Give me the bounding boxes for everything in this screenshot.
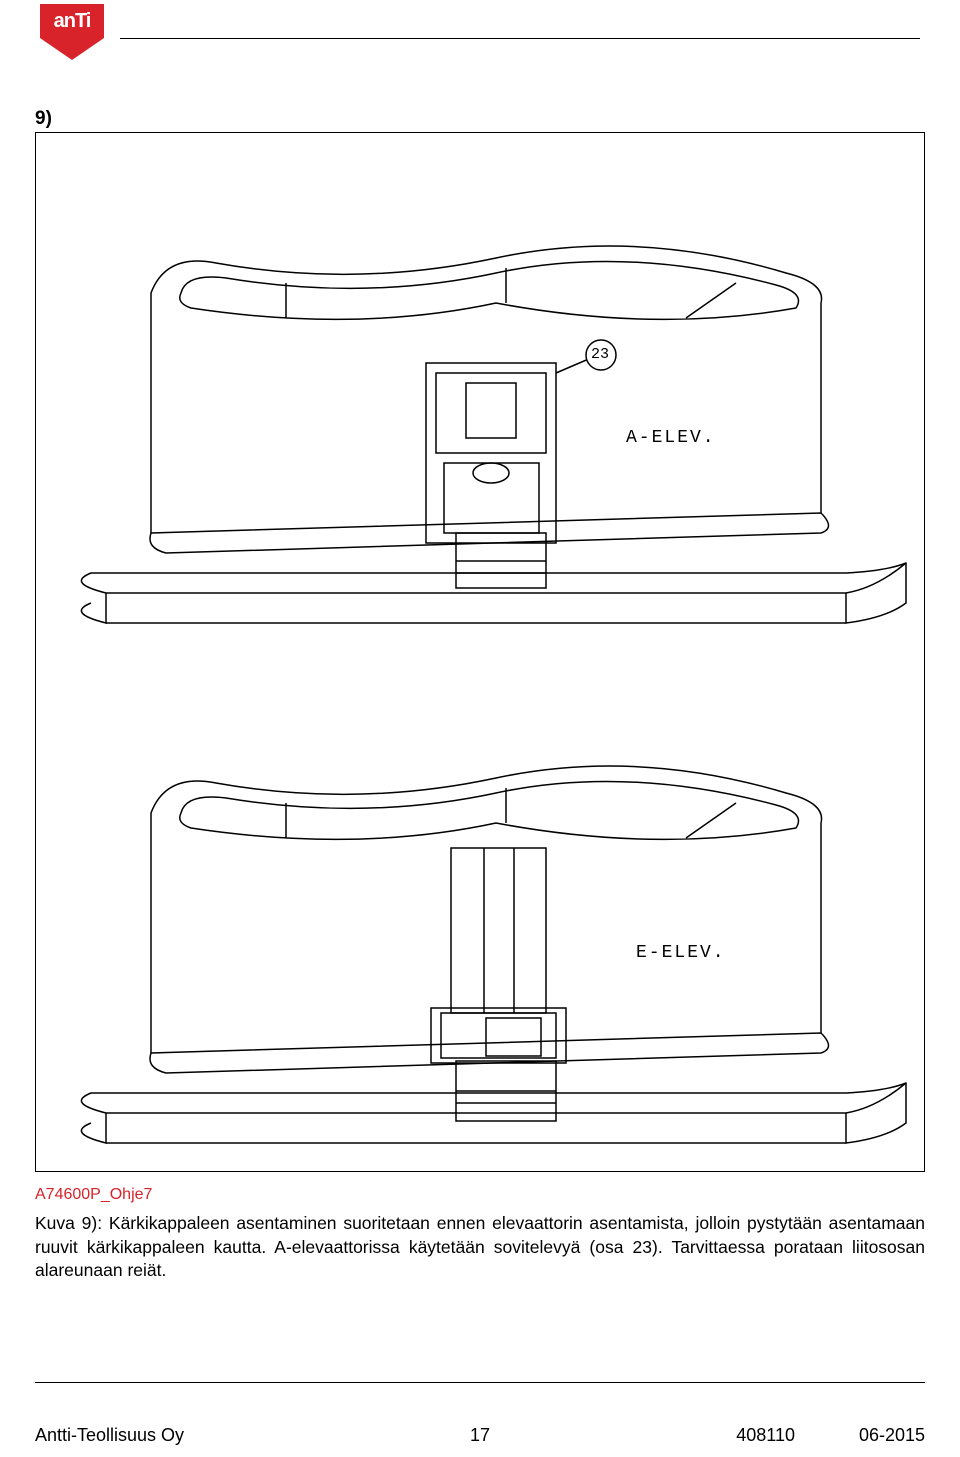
step-number: 9)	[35, 108, 925, 130]
figure-frame: 23 A-ELEV.	[35, 132, 925, 1172]
logo-text: anTi	[40, 4, 104, 38]
figure-caption: Kuva 9): Kärkikappaleen asentaminen suor…	[35, 1212, 925, 1283]
header-rule	[120, 38, 920, 39]
diagram-a-elev	[36, 133, 926, 653]
page-content: 9)	[35, 108, 925, 1283]
logo-triangle-icon	[40, 38, 104, 60]
footer-date: 06-2015	[859, 1425, 925, 1446]
page-header: anTi	[0, 0, 960, 70]
footer-rule	[35, 1382, 925, 1383]
callout-number: 23	[591, 346, 609, 363]
diagram-e-elev	[36, 653, 926, 1173]
brand-logo: anTi	[40, 4, 104, 60]
footer-doc-number: 408110	[736, 1425, 795, 1446]
label-a-elev: A-ELEV.	[626, 428, 716, 448]
footer-page-number: 17	[470, 1425, 490, 1446]
figure-reference: A74600P_Ohje7	[35, 1186, 925, 1204]
label-e-elev: E-ELEV.	[636, 943, 726, 963]
footer-company: Antti-Teollisuus Oy	[35, 1425, 184, 1446]
